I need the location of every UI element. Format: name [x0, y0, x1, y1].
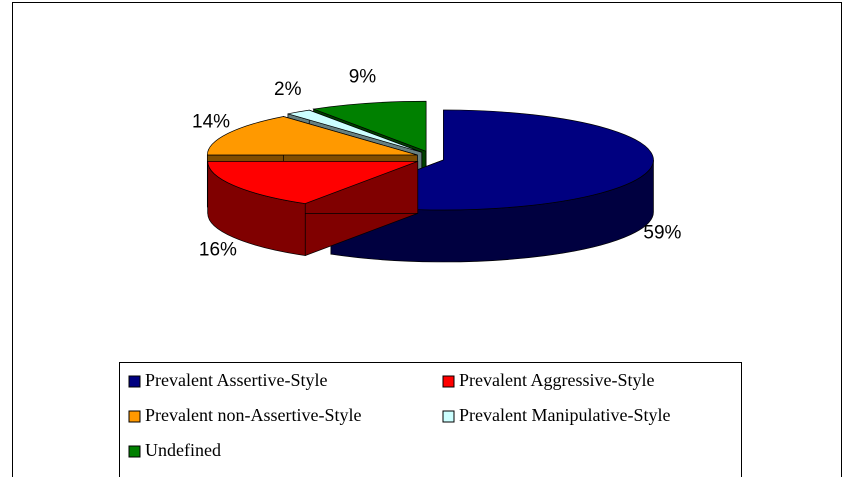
data-label: 59% [643, 222, 681, 243]
data-label: 14% [192, 111, 230, 132]
legend-swatch [128, 375, 141, 388]
legend-swatch [128, 410, 141, 423]
legend-swatch [128, 445, 141, 458]
slice [207, 161, 418, 204]
data-label: 16% [199, 239, 237, 260]
legend-box [119, 362, 742, 477]
slice [207, 160, 419, 257]
slice [312, 100, 427, 152]
legend-swatch [442, 375, 455, 388]
legend-label: Undefined [145, 440, 221, 460]
legend-label: Prevalent Assertive-Style [145, 370, 327, 390]
slice [206, 116, 418, 156]
slice [287, 109, 422, 153]
legend-swatch [442, 410, 455, 423]
data-label: 2% [274, 79, 302, 100]
legend-label: Prevalent Aggressive-Style [459, 370, 654, 390]
data-label: 9% [349, 66, 377, 87]
legend-label: Prevalent non-Assertive-Style [145, 405, 361, 425]
legend-label: Prevalent Manipulative-Style [459, 405, 670, 425]
